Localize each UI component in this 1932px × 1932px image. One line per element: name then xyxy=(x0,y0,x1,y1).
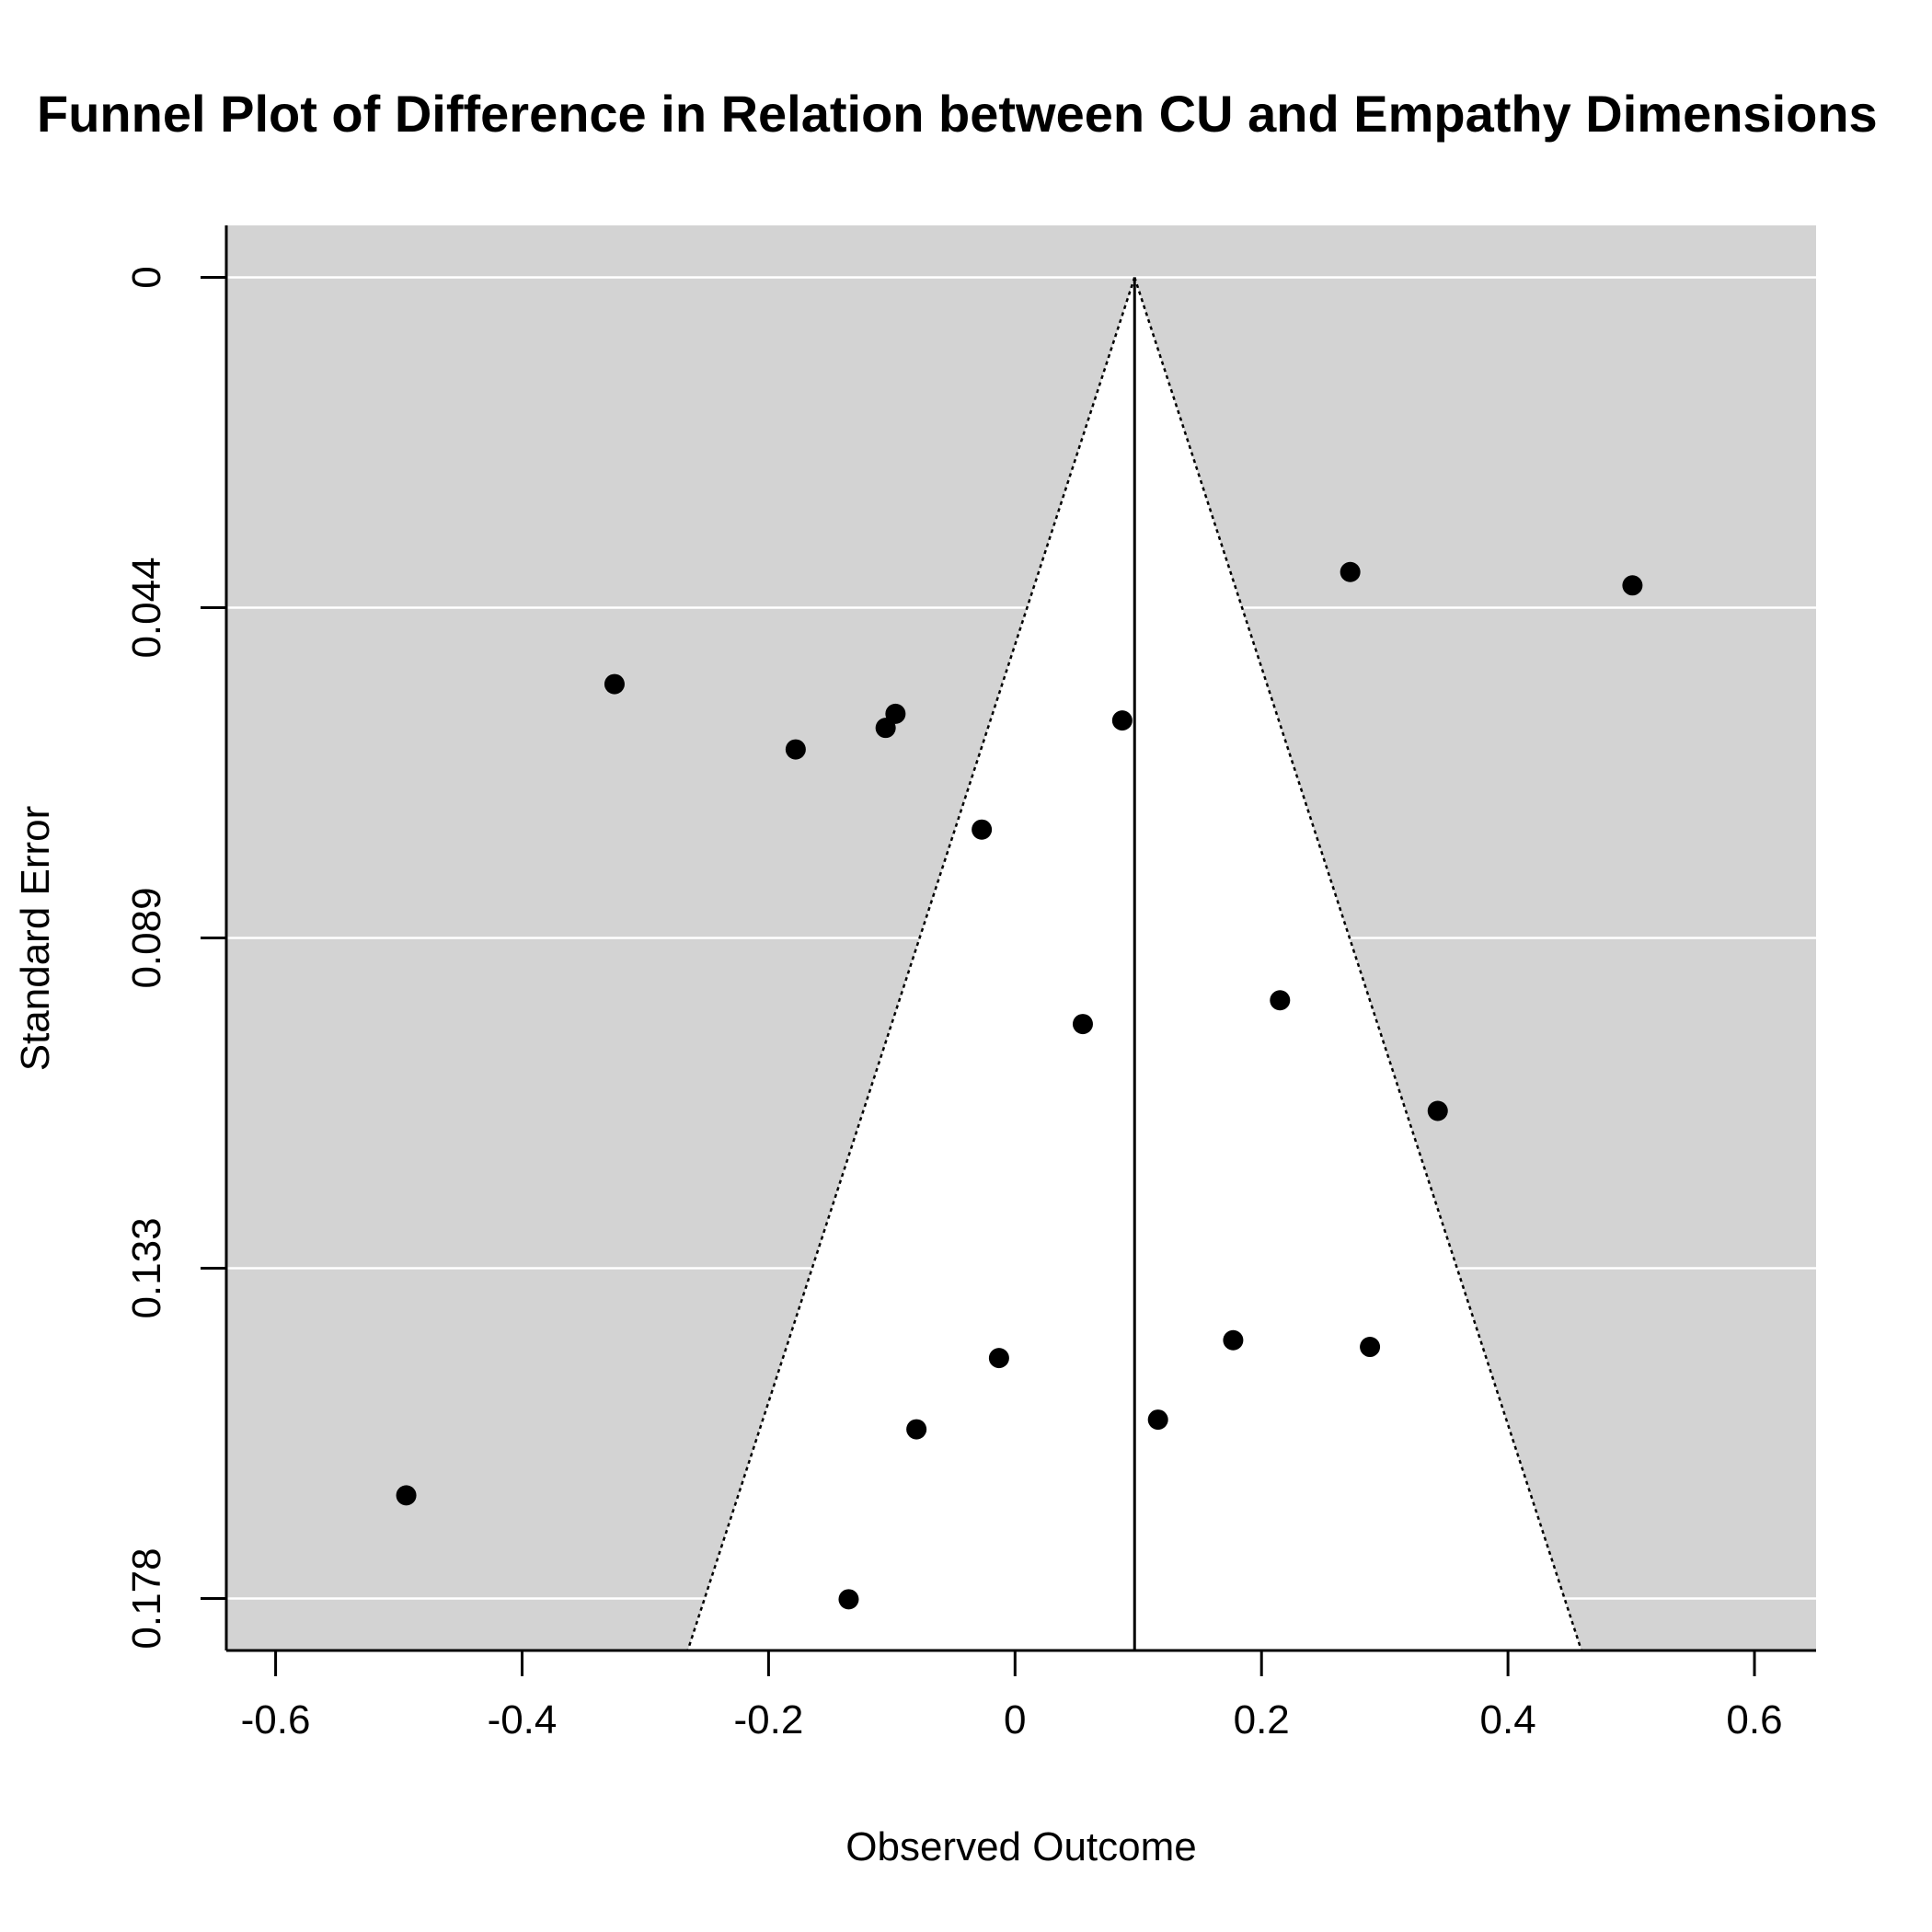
data-point xyxy=(1360,1337,1381,1358)
data-point xyxy=(885,703,906,724)
y-axis-ticks: 0 0.044 0.089 0.133 0.178 xyxy=(124,266,226,1650)
data-point xyxy=(875,718,896,739)
x-tick-label: 0 xyxy=(1004,1697,1026,1742)
funnel-right-boundary xyxy=(1133,277,1583,1651)
y-axis-label: Standard Error xyxy=(13,806,58,1072)
data-point xyxy=(396,1485,417,1506)
x-tick-label: -0.2 xyxy=(733,1697,803,1742)
data-point xyxy=(1622,575,1643,596)
data-point xyxy=(1072,1014,1093,1035)
data-point xyxy=(785,739,806,760)
data-point xyxy=(604,673,625,695)
chart-title: Funnel Plot of Difference in Relation be… xyxy=(37,85,1878,143)
data-point xyxy=(1147,1409,1168,1431)
x-axis-ticks: -0.6 -0.4 -0.2 0 0.2 0.4 0.6 xyxy=(241,1650,1783,1742)
y-tick-label: 0.178 xyxy=(124,1547,169,1649)
data-point xyxy=(1340,561,1361,582)
funnel-left-boundary xyxy=(686,277,1136,1651)
data-point xyxy=(1427,1100,1448,1121)
data-point xyxy=(1223,1329,1244,1351)
data-point xyxy=(972,819,993,840)
x-axis-label: Observed Outcome xyxy=(845,1824,1197,1869)
x-tick-label: 0.6 xyxy=(1726,1697,1782,1742)
x-tick-label: -0.6 xyxy=(241,1697,311,1742)
x-tick-label: 0.2 xyxy=(1234,1697,1290,1742)
data-point xyxy=(838,1589,859,1610)
data-point xyxy=(988,1348,1009,1369)
y-tick-label: 0.089 xyxy=(124,887,169,988)
x-tick-label: -0.4 xyxy=(488,1697,558,1742)
data-point xyxy=(1111,710,1133,731)
y-tick-label: 0 xyxy=(124,266,169,288)
data-point xyxy=(1270,990,1291,1011)
y-tick-label: 0.133 xyxy=(124,1217,169,1318)
x-tick-label: 0.4 xyxy=(1480,1697,1536,1742)
data-point xyxy=(906,1419,927,1440)
y-tick-label: 0.044 xyxy=(124,557,169,658)
gridlines xyxy=(226,276,1816,1600)
data-points xyxy=(396,561,1643,1610)
